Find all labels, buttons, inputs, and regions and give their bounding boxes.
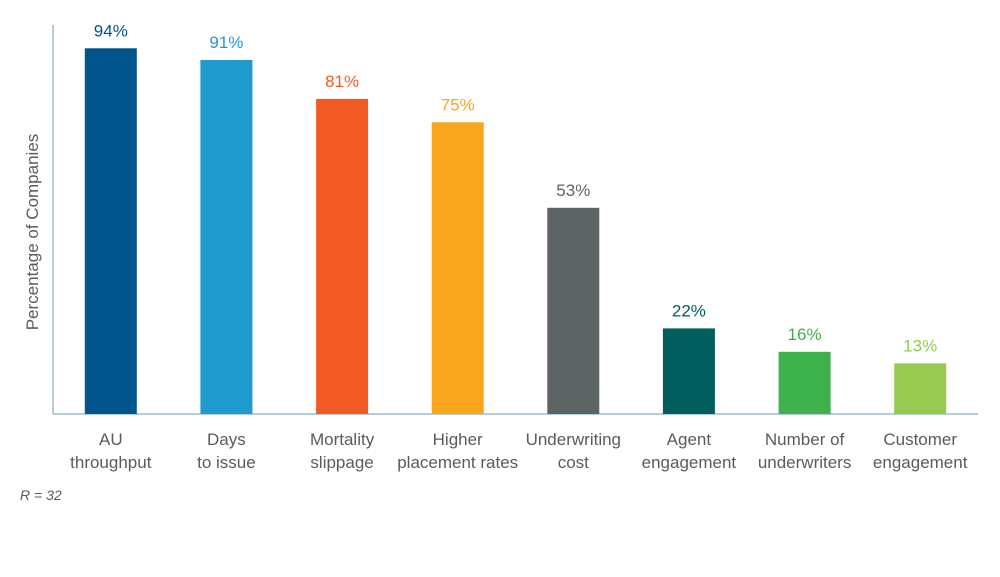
x-tick-label-6: Number of underwriters (758, 430, 852, 472)
x-tick-label-line: to issue (197, 453, 256, 472)
x-tick-label-line: cost (558, 453, 589, 472)
x-tick-label-line: Days (207, 430, 246, 449)
value-label-3: 75% (441, 95, 475, 114)
value-label-4: 53% (556, 181, 590, 200)
x-tick-label-line: Customer (883, 430, 957, 449)
value-label-5: 22% (672, 301, 706, 320)
x-tick-label-line: Agent (667, 430, 712, 449)
x-tick-label-line: Underwriting (526, 430, 621, 449)
x-tick-label-5: Agent engagement (642, 430, 737, 472)
bar-3 (431, 122, 484, 415)
x-tick-labels-group: AU throughput Days to issue Mortality slippag… (70, 430, 968, 472)
value-label-1: 91% (209, 33, 243, 52)
x-tick-label-4: Underwriting cost (526, 430, 621, 472)
x-tick-label-line: Number of (765, 430, 845, 449)
x-tick-label-line: engagement (642, 453, 737, 472)
bar-4 (547, 207, 600, 414)
value-labels-group: 94% 91% 81% 75% 53% 22% 16% 13% (94, 21, 937, 355)
x-tick-label-7: Customer engagement (873, 430, 968, 472)
bar-2 (316, 98, 369, 415)
value-label-0: 94% (94, 21, 128, 40)
x-tick-label-line: underwriters (758, 453, 852, 472)
footnote: R = 32 (20, 487, 62, 503)
bar-7 (894, 363, 947, 414)
bar-6 (778, 351, 831, 414)
bar-1 (200, 60, 253, 414)
x-tick-label-line: throughput (70, 453, 152, 472)
x-tick-label-line: AU (99, 430, 123, 449)
x-tick-label-line: Mortality (310, 430, 375, 449)
bars-group (84, 48, 947, 415)
x-tick-label-line: placement rates (397, 453, 518, 472)
x-tick-label-line: engagement (873, 453, 968, 472)
x-tick-label-line: Higher (433, 430, 483, 449)
value-label-7: 13% (903, 336, 937, 355)
x-tick-label-1: Days to issue (197, 430, 256, 472)
x-tick-label-line: slippage (310, 453, 373, 472)
x-tick-label-2: Mortality slippage (310, 430, 375, 472)
x-tick-label-3: Higher placement rates (397, 430, 518, 472)
bar-0 (84, 48, 137, 415)
value-label-2: 81% (325, 72, 359, 91)
value-label-6: 16% (788, 325, 822, 344)
bar-5 (662, 328, 715, 414)
y-axis-title: Percentage of Companies (23, 134, 42, 331)
x-tick-label-0: AU throughput (70, 430, 152, 472)
